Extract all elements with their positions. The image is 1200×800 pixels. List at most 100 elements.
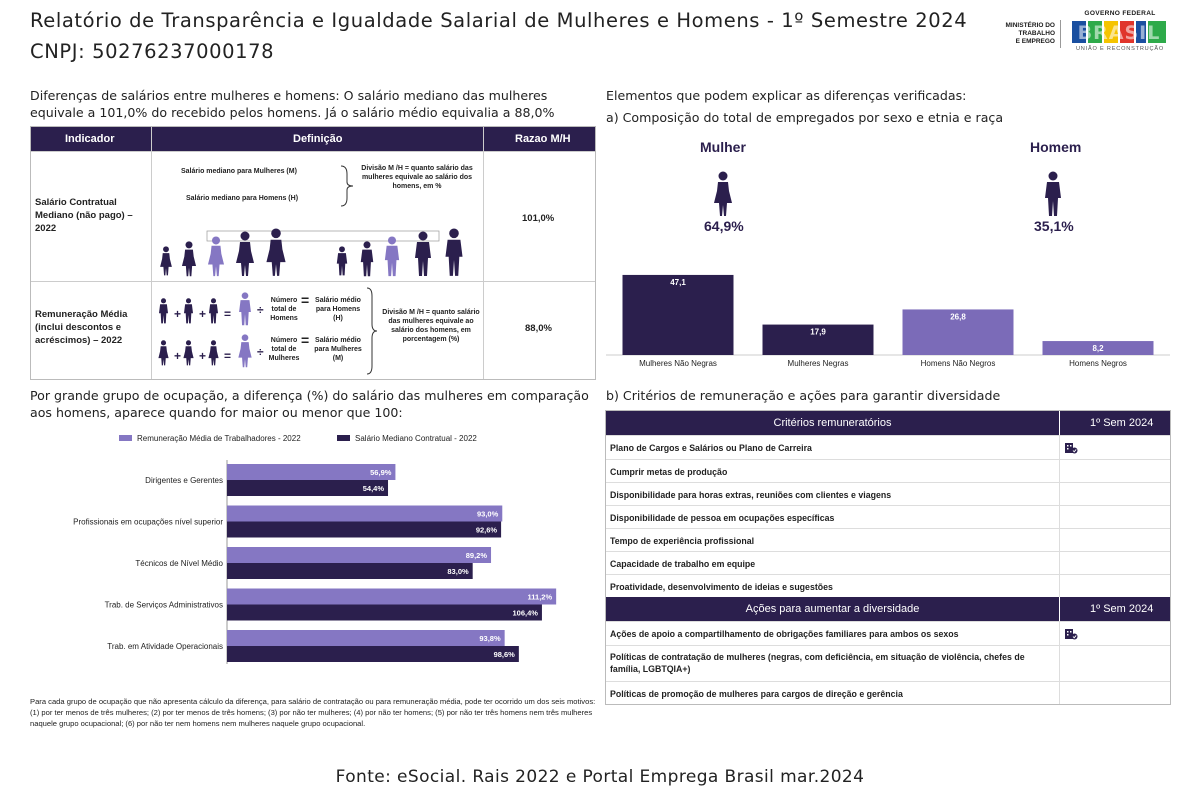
occupation-bar: [227, 521, 502, 538]
row-label: Cumprir metas de produção: [610, 467, 728, 477]
occupation-bar: [227, 563, 473, 579]
table-row: Ações de apoio a compartilhamento de obr…: [606, 621, 1170, 645]
occupation-value-label: 92,6%: [476, 526, 498, 535]
svg-text:÷: ÷: [257, 303, 264, 317]
occupation-intro: Por grande grupo de ocupação, a diferenç…: [30, 388, 589, 420]
row-label: Políticas de promoção de mulheres para c…: [610, 689, 903, 699]
logo-divider: [1060, 20, 1061, 48]
occupation-category-label: Trab. de Serviços Administrativos: [105, 601, 223, 610]
brace-icon: [340, 165, 354, 207]
header-indicador: Indicador: [65, 133, 115, 145]
indicator-value: 88,0%: [525, 323, 552, 334]
def-women-median: Salário mediano para Mulheres (M): [181, 168, 297, 175]
legend-label: Remuneração Média de Trabalhadores - 202…: [137, 434, 301, 443]
svg-text:÷: ÷: [257, 345, 264, 359]
cnpj-label: CNPJ: 50276237000178: [30, 40, 275, 63]
salary-difference-intro: Diferenças de salários entre mulheres e …: [30, 88, 555, 120]
legend-swatch: [119, 435, 132, 441]
table-row: Políticas de contratação de mulheres (ne…: [606, 645, 1170, 681]
table-row: Disponibilidade de pessoa em ocupações e…: [606, 505, 1170, 528]
criteria-table-header: Critérios remuneratórios 1º Sem 2024: [606, 411, 1170, 435]
brace-icon: [366, 287, 378, 375]
composition-title: a) Composição do total de empregados por…: [606, 110, 1004, 125]
indicator-table: Indicador Definição Razao M/H Salário Co…: [30, 126, 596, 380]
footnote: Para cada grupo de ocupação que não apre…: [30, 697, 596, 728]
table-row: Capacidade de trabalho em equipe: [606, 551, 1170, 574]
median-people-illustration: [160, 228, 463, 277]
source-text: Fonte: eSocial. Rais 2022 e Portal Empre…: [335, 767, 865, 787]
occupation-category-label: Trab. em Atividade Operacionais: [107, 642, 223, 651]
composition-category-label: Mulheres Negras: [788, 359, 849, 368]
composition-bar: [622, 274, 734, 355]
indicator-row-median: Salário Contratual Mediano (não pago) – …: [31, 151, 595, 281]
table-period-label: 1º Sem 2024: [1090, 417, 1154, 429]
indicator-table-header: Indicador Definição Razao M/H: [31, 127, 595, 151]
occupation-bar: [227, 604, 542, 621]
row-label: Políticas de contratação de mulheres (ne…: [610, 652, 1025, 674]
row-label: Plano de Cargos e Salários ou Plano de C…: [610, 443, 812, 453]
composition-category-label: Homens Negros: [1069, 359, 1127, 368]
occupation-value-label: 54,4%: [363, 484, 385, 493]
report-title: Relatório de Transparência e Igualdade S…: [30, 9, 968, 32]
def-note-average: Divisão M /H = quanto salário das mulher…: [382, 309, 480, 343]
table-row: Tempo de experiência profissional: [606, 528, 1170, 551]
ministry-line: MINISTÉRIO DO: [1005, 22, 1055, 29]
indicator-row-average: Remuneração Média (inclui descontos e ac…: [31, 281, 595, 380]
row-label: Capacidade de trabalho em equipe: [610, 559, 756, 569]
occupation-value-label: 83,0%: [447, 567, 469, 576]
row-label: Tempo de experiência profissional: [610, 536, 755, 546]
header-razao: Razao M/H: [515, 133, 571, 145]
legend-swatch: [337, 435, 350, 441]
occupation-value-label: 106,4%: [513, 609, 539, 618]
average-formula-illustration: + + = ÷ + + = ÷: [158, 292, 264, 368]
government-logo: GOVERNO FEDERAL BRASIL UNIÃO E RECONSTRU…: [1068, 10, 1172, 52]
occupation-category-label: Dirigentes e Gerentes: [145, 476, 223, 485]
table-header-label: Ações para aumentar a diversidade: [745, 603, 920, 615]
occupation-bar: [227, 464, 396, 480]
occupation-value-label: 98,6%: [494, 650, 516, 659]
woman-icon: [714, 171, 732, 216]
indicator-value: 101,0%: [522, 213, 555, 224]
occupation-bar: [227, 547, 492, 563]
gov-top-text: GOVERNO FEDERAL: [1084, 10, 1156, 17]
man-icon: [1045, 171, 1061, 216]
composition-bar: [902, 309, 1014, 355]
row-label: Disponibilidade de pessoa em ocupações e…: [610, 513, 835, 523]
composition-value-label: 17,9: [810, 328, 826, 337]
composition-category-label: Homens Não Negros: [921, 359, 996, 368]
indicator-name: Salário Contratual Mediano (não pago) – …: [35, 197, 133, 234]
svg-text:+: +: [174, 307, 181, 321]
def-note-median: Divisão M /H = quanto salário das mulher…: [361, 165, 473, 190]
occupation-value-label: 56,9%: [370, 468, 392, 477]
table-period-label: 1º Sem 2024: [1090, 603, 1154, 615]
occupation-value-label: 111,2%: [528, 593, 553, 602]
svg-text:=: =: [224, 349, 231, 363]
occupation-bar: [227, 630, 505, 646]
occupation-bar: [227, 505, 503, 522]
occupation-bar: [227, 480, 389, 496]
table-row: Proatividade, desenvolvimento de ideias …: [606, 574, 1170, 597]
criteria-table: Critérios remuneratórios 1º Sem 2024 Plano…: [605, 410, 1171, 705]
legend-label: Salário Mediano Contratual - 2022: [355, 434, 477, 443]
occupation-value-label: 93,0%: [477, 510, 499, 519]
def-total-men: Número total de Homens: [270, 297, 298, 322]
row-label: Proatividade, desenvolvimento de ideias …: [610, 582, 833, 592]
svg-text:+: +: [199, 307, 206, 321]
def-avg-men: Salário médio para Homens (H): [315, 297, 361, 322]
building-check-icon: [1065, 629, 1078, 640]
ministry-line: E EMPREGO: [1015, 38, 1055, 45]
def-men-median: Salário mediano para Homens (H): [186, 195, 299, 202]
criteria-title: b) Critérios de remuneração e ações para…: [606, 388, 1001, 403]
occupation-bar: [227, 588, 557, 605]
indicator-name: Remuneração Média (inclui descontos e ac…: [35, 309, 128, 346]
occupation-bar: [227, 646, 519, 662]
occupation-bar-chart: Remuneração Média de Trabalhadores - 202…: [73, 434, 557, 664]
men-label: Homem: [1030, 139, 1082, 155]
gov-bottom-text: UNIÃO E RECONSTRUÇÃO: [1075, 46, 1165, 52]
occupation-value-label: 93,8%: [479, 634, 501, 643]
women-label: Mulher: [700, 139, 746, 155]
brasil-wordmark-text: BRASIL: [1078, 22, 1161, 44]
occupation-category-label: Técnicos de Nível Médio: [135, 559, 223, 568]
table-header-label: Critérios remuneratórios: [773, 417, 892, 429]
svg-text:=: =: [224, 307, 231, 321]
